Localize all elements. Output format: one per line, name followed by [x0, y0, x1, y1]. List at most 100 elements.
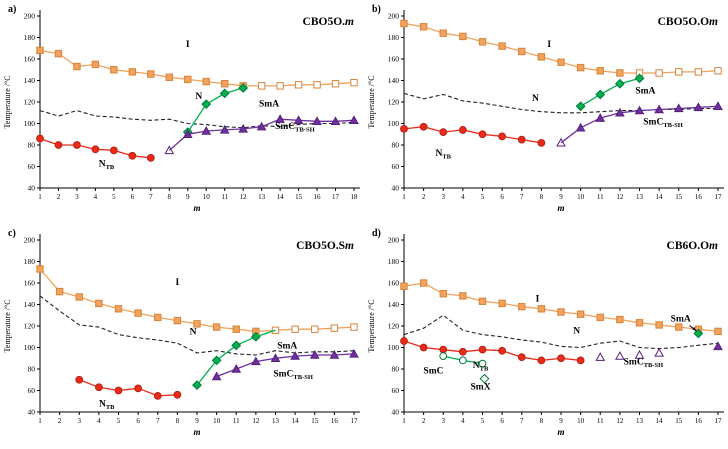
marker-square	[330, 324, 339, 332]
svg-text:3: 3	[442, 417, 446, 425]
marker-square	[331, 80, 340, 88]
marker-square	[128, 68, 137, 76]
phase-label-n: N	[532, 94, 539, 104]
marker-diamond	[201, 99, 212, 110]
svg-text:120: 120	[388, 98, 400, 107]
marker-circle	[458, 347, 467, 356]
y-axis-label: Temperature /°C	[367, 299, 376, 352]
svg-text:100: 100	[24, 119, 36, 128]
svg-text:7: 7	[520, 193, 524, 201]
svg-text:7: 7	[149, 193, 153, 201]
svg-text:120: 120	[24, 322, 36, 331]
marker-circle	[114, 386, 123, 395]
series-sma-transition-green-diamonds	[575, 73, 645, 112]
marker-square	[165, 73, 173, 81]
svg-text:5: 5	[117, 417, 121, 425]
svg-text:4: 4	[461, 417, 465, 425]
marker-square	[675, 323, 683, 331]
svg-text:9: 9	[559, 417, 563, 425]
series-smctb-open-triangles	[595, 347, 664, 361]
svg-text:6: 6	[131, 193, 135, 201]
marker-circle	[537, 356, 546, 365]
marker-diamond	[575, 101, 586, 112]
marker-diamond	[634, 73, 645, 84]
marker-circle	[557, 354, 565, 363]
series-smctb-transition-purple-triangles	[182, 114, 359, 138]
marker-square	[714, 327, 722, 336]
svg-text:2: 2	[422, 193, 426, 201]
phase-label-smc-tb-sh: SmCTB-SH	[643, 118, 683, 130]
marker-triangle	[251, 356, 261, 366]
marker-triangle	[275, 114, 285, 123]
svg-text:1: 1	[38, 417, 42, 425]
svg-text:11: 11	[597, 417, 604, 425]
panel-corner-label: d)	[372, 228, 381, 239]
x-axis-label: m	[557, 203, 564, 213]
marker-diamond	[693, 328, 704, 339]
y-axis: 40 60 80 100 120 140 160 180 200	[388, 12, 404, 193]
x-axis: 1 2 3 4 5 6 7 8 9 10 11 12 13 14 15 16 17 18	[38, 188, 358, 201]
marker-square	[439, 29, 447, 37]
marker-square	[55, 287, 64, 296]
svg-text:13: 13	[258, 193, 266, 201]
svg-text:120: 120	[24, 98, 36, 107]
svg-text:40: 40	[392, 184, 400, 193]
marker-circle	[517, 135, 526, 144]
phase-label-sma: SmA	[277, 342, 297, 352]
series-smc-open-circles	[439, 352, 487, 368]
series-line	[79, 379, 178, 397]
marker-square	[154, 313, 162, 322]
marker-square	[655, 321, 663, 329]
svg-text:140: 140	[388, 300, 400, 309]
marker-triangle	[270, 353, 281, 362]
phase-label-i: I	[547, 40, 551, 50]
marker-circle	[134, 384, 143, 393]
svg-text:15: 15	[675, 193, 683, 201]
marker-triangle	[654, 104, 664, 114]
svg-text:60: 60	[392, 162, 400, 171]
series-clearing-filled-squares	[36, 46, 247, 90]
marker-square	[675, 68, 683, 76]
axes	[403, 10, 724, 189]
x-axis-label: m	[193, 427, 200, 437]
marker-square	[54, 49, 63, 58]
marker-triangle	[293, 115, 304, 124]
marker-triangle	[615, 107, 625, 117]
svg-text:180: 180	[388, 257, 400, 266]
marker-square	[576, 310, 585, 318]
marker-square	[221, 80, 229, 88]
marker-triangle	[595, 352, 606, 361]
marker-triangle	[349, 115, 359, 124]
phase-label-i: I	[186, 40, 190, 50]
svg-text:140: 140	[24, 300, 36, 309]
series-virtual-boundary-dashed	[39, 110, 355, 129]
phase-label-n: N	[573, 327, 580, 337]
phase-label-sma: SmA	[671, 315, 691, 325]
marker-square	[557, 58, 565, 66]
y-axis-label: Temperature /°C	[3, 299, 12, 352]
marker-diamond	[614, 78, 625, 89]
svg-text:5: 5	[112, 193, 116, 201]
marker-square	[36, 46, 44, 55]
x-axis-label: m	[193, 203, 200, 213]
marker-triangle	[673, 103, 684, 113]
marker-circle	[128, 151, 137, 160]
marker-circle	[537, 138, 546, 147]
marker-square	[134, 309, 142, 317]
marker-square	[276, 82, 284, 90]
marker-square	[257, 82, 266, 90]
phase-label-sma: SmA	[259, 99, 279, 109]
svg-text:12: 12	[240, 193, 248, 201]
svg-text:17: 17	[351, 417, 359, 425]
marker-circle	[478, 359, 487, 368]
phase-label-smc-tb-sh: SmCTB-SH	[275, 122, 315, 134]
svg-text:17: 17	[715, 417, 723, 425]
svg-text:80: 80	[392, 365, 400, 374]
marker-triangle	[238, 123, 249, 133]
marker-circle	[419, 122, 428, 131]
svg-text:40: 40	[28, 184, 36, 193]
marker-square	[478, 38, 487, 46]
svg-text:16: 16	[695, 193, 703, 201]
